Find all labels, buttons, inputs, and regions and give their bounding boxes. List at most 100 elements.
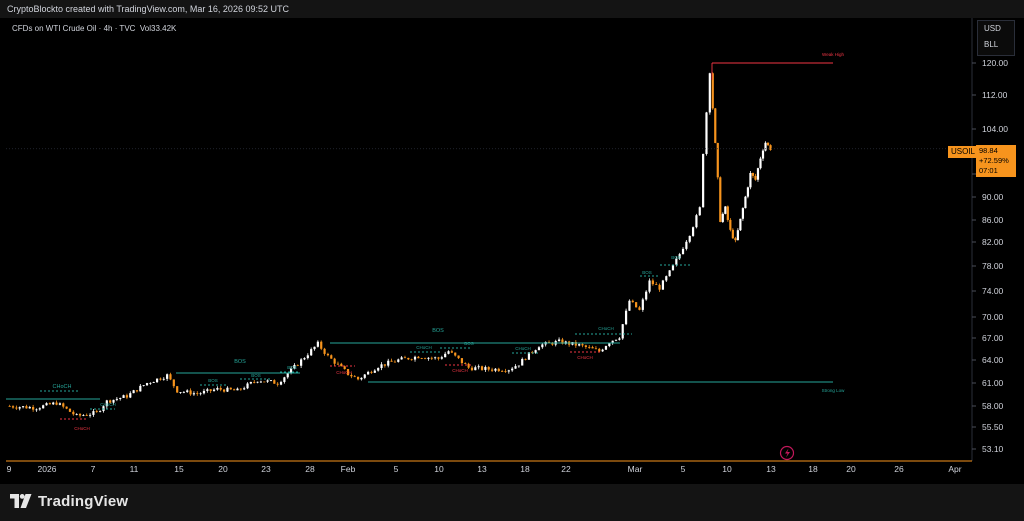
candle-body [714, 108, 717, 143]
candle-body [759, 158, 762, 169]
time-tick-label: 2026 [38, 464, 57, 474]
candle-body [48, 403, 51, 405]
candle-body [159, 378, 162, 380]
candle-body [256, 381, 259, 383]
price-tick-label: 82.00 [982, 237, 1004, 247]
candle-body [437, 357, 440, 359]
candle-body [721, 213, 724, 222]
candle-body [92, 411, 95, 415]
time-tick-label: 5 [681, 464, 686, 474]
structure-label: CHoCH [452, 368, 468, 373]
candle-body [450, 351, 453, 353]
candle-body [561, 339, 564, 344]
candle-body [484, 367, 487, 370]
candle-body [731, 229, 734, 239]
candle-body [557, 339, 561, 342]
candle-body [88, 414, 92, 416]
candle-body [769, 145, 772, 150]
candle-body [226, 387, 229, 392]
price-chart[interactable]: CHoCH BOS BOS BOS BOS BOS CHoCH CHoCH BOS CHoCH BO… [0, 0, 1024, 484]
candle-body [695, 215, 698, 228]
currency-label[interactable]: USD [984, 24, 1001, 33]
price-axis[interactable]: 120.00112.00104.0098.0094.0090.0086.0082… [972, 58, 1008, 454]
plot-area[interactable] [6, 18, 972, 461]
symbol-legend: CFDs on WTI Crude Oil · 4h · TVC Vol33.4… [12, 24, 176, 33]
candle-body [99, 411, 102, 412]
candle-body [410, 359, 413, 361]
time-tick-label: 5 [394, 464, 399, 474]
candle-body [477, 366, 480, 368]
time-axis[interactable]: 9 2026 7 11 15 20 23 28 Feb 5 10 13 18 22 Mar 5 10 13 18 20… [7, 464, 962, 474]
candle-body [413, 356, 417, 360]
candle-body [45, 403, 48, 406]
candle-body [618, 338, 621, 340]
candle-body [729, 219, 732, 230]
candle-body [243, 388, 246, 390]
candle-body [631, 300, 634, 303]
candle-body [196, 393, 199, 395]
candle-body [739, 218, 742, 231]
volume-label: Vol33.42K [139, 24, 177, 33]
candle-body [300, 359, 303, 366]
candle-body [182, 391, 185, 393]
candle-body [390, 360, 393, 362]
candle-body [249, 382, 252, 384]
candle-body [756, 168, 760, 180]
candle-body [367, 371, 370, 375]
price-tick-label: 53.10 [982, 444, 1004, 454]
candle-body [32, 407, 35, 410]
unit-label[interactable]: BLL [984, 40, 999, 49]
candle-body [624, 310, 628, 325]
candle-body [11, 406, 15, 408]
candle-body [269, 380, 273, 381]
candle-body [145, 383, 149, 386]
candle-body [125, 395, 129, 398]
candle-body [457, 355, 460, 359]
currency-unit-selector[interactable]: USD BLL [977, 20, 1015, 56]
candle-body [434, 357, 437, 359]
candle-body [346, 369, 350, 375]
candle-body [58, 403, 62, 405]
candle-body [440, 357, 443, 359]
candle-body [95, 411, 98, 412]
candle-body [25, 406, 28, 409]
candle-body [176, 386, 179, 393]
candle-body [15, 407, 18, 409]
candle-body [427, 357, 430, 359]
candle-body [688, 235, 691, 242]
candle-body [155, 378, 159, 383]
alert-icon[interactable] [779, 445, 795, 461]
candle-body [761, 150, 765, 159]
candle-body [749, 172, 752, 188]
candle-body [719, 177, 722, 222]
candle-body [353, 376, 356, 378]
price-tick-label: 112.00 [982, 90, 1008, 100]
candle-body [303, 358, 306, 360]
structure-label: CHoCH [416, 345, 432, 350]
candle-body [527, 352, 531, 360]
structure-label: CHoCH [598, 326, 614, 331]
candle-body [608, 343, 611, 347]
candle-body [764, 142, 767, 151]
candle-body [35, 409, 38, 411]
snapshot-caption: CryptoBlockto created with TradingView.c… [0, 0, 1024, 18]
candle-body [601, 349, 604, 352]
structure-label: BOS [671, 255, 681, 260]
candle-body [420, 358, 423, 359]
candle-body [259, 381, 263, 383]
time-tick-label: 23 [261, 464, 271, 474]
candle-body [326, 353, 330, 356]
candle-body [716, 142, 719, 178]
candle-body [675, 258, 678, 265]
candle-body [655, 284, 658, 285]
candle-body [186, 390, 189, 392]
candle-body [216, 388, 219, 390]
time-tick-label: 15 [174, 464, 184, 474]
candle-body [276, 383, 279, 385]
candle-body [668, 270, 671, 277]
candle-body [132, 390, 135, 394]
price-tick-label: 120.00 [982, 58, 1008, 68]
candle-body [641, 299, 644, 310]
candle-body [206, 389, 209, 391]
candle-body [591, 347, 594, 349]
